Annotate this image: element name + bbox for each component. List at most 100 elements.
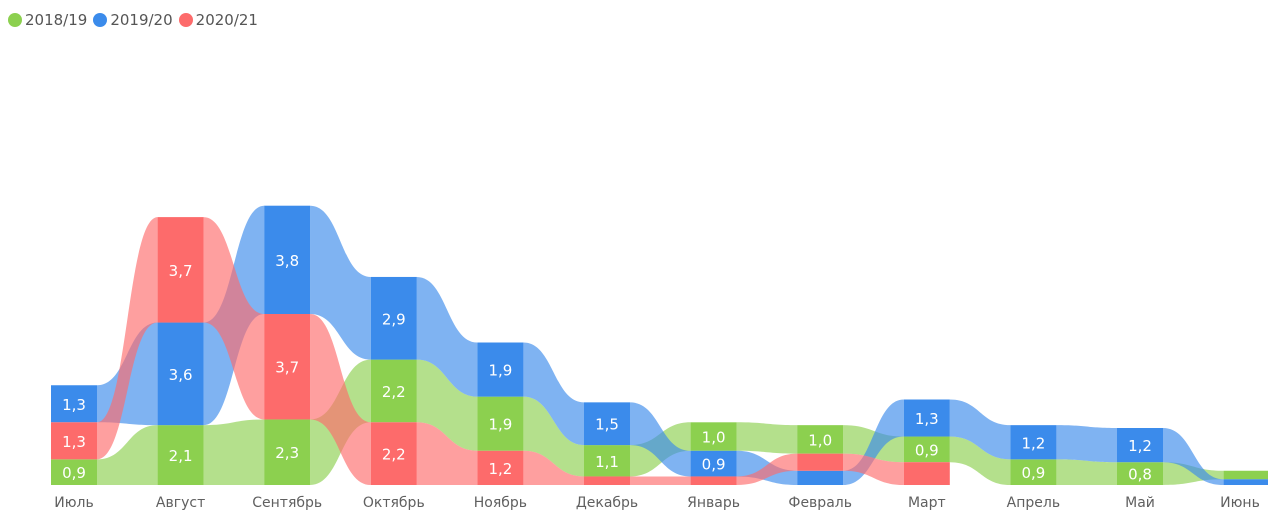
ribbon: [416, 359, 478, 451]
bars: [51, 205, 1268, 485]
ribbon: [416, 422, 478, 485]
bar-segment[interactable]: [903, 399, 950, 437]
bar-segment[interactable]: [264, 314, 311, 420]
x-tick-label: Март: [908, 495, 946, 511]
bar-segment[interactable]: [1117, 462, 1163, 485]
bar-segment[interactable]: [264, 419, 311, 485]
ribbon: [310, 314, 371, 485]
data-label: 1,0: [702, 429, 726, 447]
bar-segment[interactable]: [903, 436, 950, 463]
x-tick-label: Декабрь: [576, 495, 638, 511]
x-tick-label: Февраль: [788, 495, 852, 511]
bar-segment[interactable]: [477, 396, 524, 451]
data-label: 3,7: [169, 262, 193, 280]
ribbon: [736, 422, 798, 454]
ribbon: [416, 276, 478, 397]
legend-item[interactable]: 2019/20: [93, 11, 173, 29]
bar-segment[interactable]: [370, 422, 417, 485]
ribbon: [523, 342, 584, 446]
legend-marker: [8, 13, 22, 27]
data-label: 1,3: [915, 410, 939, 428]
data-label: 0,9: [1021, 464, 1045, 482]
x-tick-label: Ноябрь: [474, 495, 527, 511]
bar-segment[interactable]: [584, 476, 630, 485]
bar-segment[interactable]: [157, 217, 204, 323]
data-label: 0,9: [62, 464, 86, 482]
ribbon: [630, 402, 691, 477]
bar-segment[interactable]: [1010, 459, 1057, 485]
data-labels: 0,9 1,3 1,3 2,1 3,6 3,7 2,3 3,8 3,7 2,2 2,9 2,2 1,9 1…: [62, 252, 1152, 484]
ribbon: [310, 205, 371, 360]
data-label: 3,6: [169, 366, 193, 384]
bar-segment[interactable]: [797, 425, 844, 454]
bar-segment[interactable]: [690, 476, 737, 485]
bar-segment[interactable]: [797, 453, 844, 471]
data-label: 1,2: [1128, 437, 1152, 455]
x-tick-label: Май: [1125, 495, 1155, 511]
bar-segment[interactable]: [51, 459, 97, 485]
data-label: 2,2: [382, 446, 406, 464]
legend-item[interactable]: 2020/21: [178, 11, 258, 29]
bar-segment[interactable]: [690, 450, 737, 477]
x-tick-label: Июнь: [1220, 495, 1260, 511]
ribbon: [736, 453, 798, 485]
legend: 2018/19 2019/20 2020/21: [8, 8, 264, 32]
ribbons: [97, 205, 1224, 485]
data-label: 1,0: [808, 431, 832, 449]
bar-segment[interactable]: [51, 422, 97, 460]
bar-segment[interactable]: [584, 445, 630, 477]
legend-item[interactable]: 2018/19: [8, 11, 87, 29]
bar-segment[interactable]: [51, 385, 97, 423]
data-label: 2,3: [275, 444, 299, 462]
ribbon: [523, 396, 584, 477]
data-label: 1,1: [595, 453, 619, 471]
ribbon: [1163, 428, 1224, 485]
bar-segment[interactable]: [903, 462, 950, 485]
bar-segment[interactable]: [477, 342, 524, 397]
ribbon: [949, 399, 1011, 460]
bar-segment[interactable]: [157, 322, 204, 426]
ribbon: [523, 450, 584, 485]
data-label: 1,9: [488, 362, 512, 380]
bar-segment[interactable]: [157, 425, 204, 485]
bar-segment[interactable]: [584, 402, 630, 446]
bar-segment[interactable]: [690, 422, 737, 451]
x-axis: Июль Август Сентябрь Октябрь Ноябрь Декабрь Ян…: [54, 495, 1260, 511]
ribbon: [97, 425, 158, 485]
x-tick-label: Апрель: [1007, 495, 1060, 511]
bar-segment[interactable]: [477, 450, 524, 485]
x-tick-label: Июль: [54, 495, 93, 511]
bar-segment[interactable]: [1010, 425, 1057, 460]
data-label: 3,7: [275, 359, 299, 377]
legend-label: 2019/20: [110, 11, 173, 29]
x-tick-label: Август: [156, 495, 205, 511]
ribbon: [630, 476, 691, 485]
bar-segment[interactable]: [797, 470, 844, 485]
data-label: 1,2: [1021, 434, 1045, 452]
bar-segment[interactable]: [370, 359, 417, 423]
data-label: 0,8: [1128, 466, 1152, 484]
ribbon: [1056, 459, 1117, 485]
data-label: 2,2: [382, 383, 406, 401]
data-label: 0,9: [702, 456, 726, 474]
x-tick-label: Январь: [687, 495, 740, 511]
bar-segment[interactable]: [1223, 479, 1268, 485]
data-label: 2,1: [169, 447, 193, 465]
bar-segment[interactable]: [264, 205, 311, 314]
bar-segment[interactable]: [1223, 470, 1268, 480]
legend-label: 2020/21: [195, 11, 258, 29]
data-label: 1,5: [595, 416, 619, 434]
ribbon: [203, 217, 265, 420]
ribbon: [203, 419, 265, 485]
data-label: 1,9: [488, 416, 512, 434]
ribbon: [97, 217, 158, 460]
legend-marker: [93, 13, 108, 27]
legend-label: 2018/19: [25, 11, 88, 29]
data-label: 3,8: [275, 252, 299, 270]
ribbon: [949, 436, 1011, 485]
ribbon: [1056, 425, 1117, 463]
bar-segment[interactable]: [370, 276, 417, 360]
bar-segment[interactable]: [1117, 428, 1163, 463]
legend-marker: [178, 13, 193, 27]
